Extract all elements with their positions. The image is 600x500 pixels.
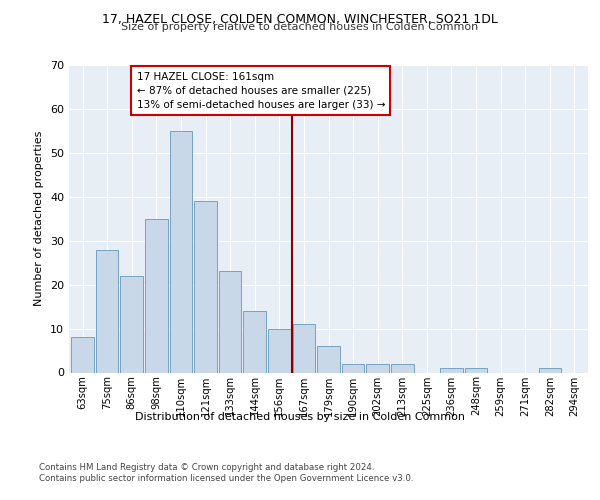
Bar — [293, 324, 315, 372]
Bar — [170, 131, 192, 372]
Text: 17 HAZEL CLOSE: 161sqm
← 87% of detached houses are smaller (225)
13% of semi-de: 17 HAZEL CLOSE: 161sqm ← 87% of detached… — [137, 72, 385, 110]
Bar — [317, 346, 340, 372]
Bar — [268, 328, 290, 372]
Text: Contains public sector information licensed under the Open Government Licence v3: Contains public sector information licen… — [39, 474, 413, 483]
Text: Distribution of detached houses by size in Colden Common: Distribution of detached houses by size … — [135, 412, 465, 422]
Bar — [440, 368, 463, 372]
Bar — [121, 276, 143, 372]
Bar — [71, 338, 94, 372]
Bar — [219, 272, 241, 372]
Bar — [539, 368, 561, 372]
Y-axis label: Number of detached properties: Number of detached properties — [34, 131, 44, 306]
Bar — [391, 364, 413, 372]
Text: 17, HAZEL CLOSE, COLDEN COMMON, WINCHESTER, SO21 1DL: 17, HAZEL CLOSE, COLDEN COMMON, WINCHEST… — [102, 12, 498, 26]
Text: Contains HM Land Registry data © Crown copyright and database right 2024.: Contains HM Land Registry data © Crown c… — [39, 462, 374, 471]
Bar — [342, 364, 364, 372]
Bar — [96, 250, 118, 372]
Bar — [367, 364, 389, 372]
Bar — [465, 368, 487, 372]
Text: Size of property relative to detached houses in Colden Common: Size of property relative to detached ho… — [121, 22, 479, 32]
Bar — [194, 201, 217, 372]
Bar — [244, 311, 266, 372]
Bar — [145, 219, 167, 372]
